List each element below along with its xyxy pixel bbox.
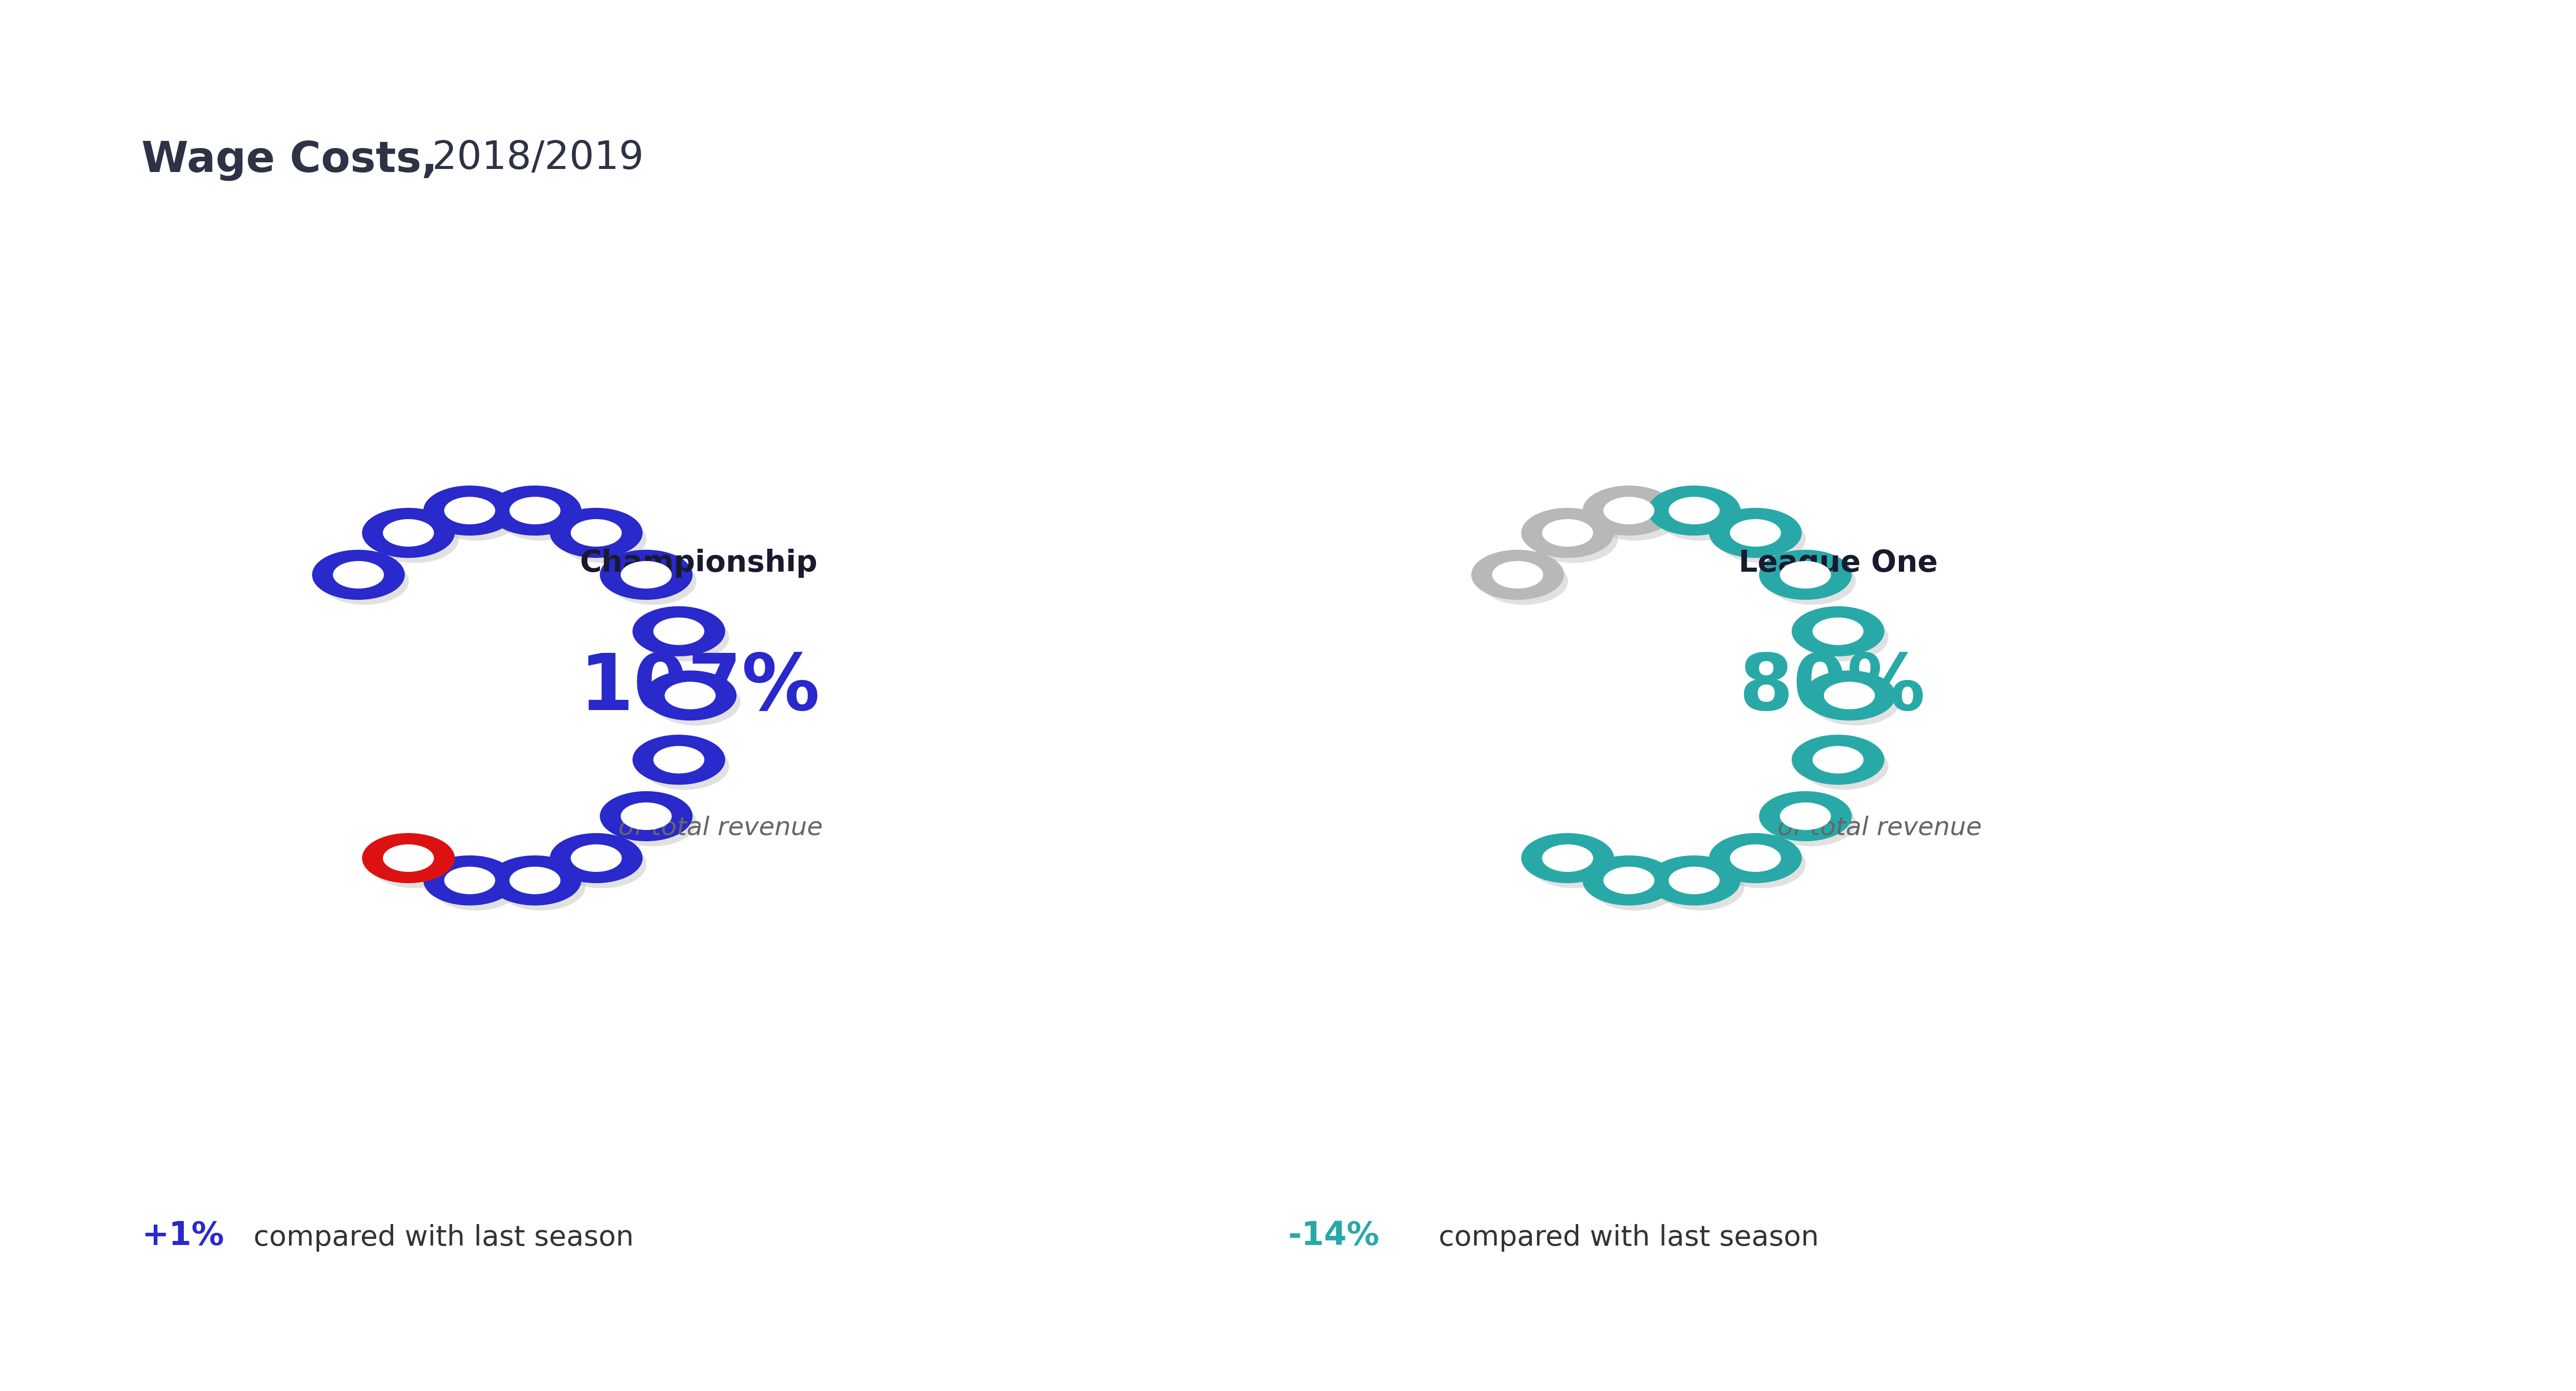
Circle shape [489, 485, 582, 536]
Circle shape [1824, 682, 1875, 709]
Circle shape [1530, 515, 1618, 563]
Circle shape [1718, 840, 1806, 889]
Circle shape [433, 862, 520, 911]
Text: 2018/2019: 2018/2019 [420, 139, 644, 177]
Circle shape [608, 798, 696, 846]
Circle shape [1731, 519, 1780, 547]
Circle shape [443, 867, 495, 894]
Circle shape [1656, 862, 1744, 911]
Circle shape [1731, 844, 1780, 872]
Circle shape [559, 840, 647, 889]
Circle shape [1471, 549, 1564, 600]
Circle shape [422, 855, 515, 906]
Circle shape [621, 803, 672, 830]
Circle shape [621, 561, 672, 588]
Circle shape [1592, 862, 1680, 911]
Circle shape [1492, 561, 1543, 588]
Circle shape [1814, 618, 1862, 645]
Circle shape [1582, 855, 1674, 906]
Circle shape [1669, 867, 1721, 894]
Circle shape [644, 670, 737, 721]
Circle shape [641, 613, 729, 661]
Circle shape [1793, 606, 1886, 657]
Text: 107%: 107% [580, 651, 819, 726]
Circle shape [1582, 485, 1674, 536]
Text: of total revenue: of total revenue [1777, 815, 1981, 840]
Text: 80%: 80% [1739, 651, 1924, 726]
Circle shape [1602, 867, 1654, 894]
Circle shape [510, 497, 562, 524]
Circle shape [1811, 677, 1899, 726]
Circle shape [497, 492, 585, 541]
Circle shape [1718, 515, 1806, 563]
Circle shape [549, 833, 641, 883]
Circle shape [1759, 549, 1852, 600]
Circle shape [608, 558, 696, 605]
Circle shape [654, 746, 703, 773]
Text: +1%: +1% [142, 1220, 224, 1252]
Circle shape [1708, 833, 1801, 883]
Circle shape [510, 867, 562, 894]
Circle shape [1592, 492, 1680, 541]
Circle shape [384, 519, 433, 547]
Circle shape [433, 492, 520, 541]
Circle shape [559, 515, 647, 563]
Circle shape [549, 508, 641, 558]
Circle shape [1543, 844, 1592, 872]
Circle shape [489, 855, 582, 906]
Circle shape [1801, 613, 1888, 661]
Text: of total revenue: of total revenue [618, 815, 822, 840]
Circle shape [319, 558, 410, 605]
Circle shape [1669, 497, 1721, 524]
Circle shape [422, 485, 515, 536]
Circle shape [443, 497, 495, 524]
Circle shape [1801, 743, 1888, 790]
Circle shape [371, 515, 459, 563]
Circle shape [1793, 734, 1886, 785]
Circle shape [1522, 833, 1615, 883]
Text: compared with last season: compared with last season [1430, 1224, 1819, 1252]
Circle shape [641, 743, 729, 790]
Text: League One: League One [1739, 549, 1937, 577]
Circle shape [1803, 670, 1896, 721]
Circle shape [1767, 798, 1855, 846]
Circle shape [634, 606, 726, 657]
Circle shape [497, 862, 585, 911]
Circle shape [312, 549, 404, 600]
Circle shape [665, 682, 716, 709]
Text: Wage Costs,: Wage Costs, [142, 139, 438, 181]
Circle shape [1602, 497, 1654, 524]
Circle shape [1522, 508, 1615, 558]
Circle shape [363, 508, 456, 558]
Circle shape [572, 519, 621, 547]
Text: compared with last season: compared with last season [245, 1224, 634, 1252]
Circle shape [1767, 558, 1855, 605]
Circle shape [1649, 485, 1741, 536]
Circle shape [384, 844, 433, 872]
Circle shape [332, 561, 384, 588]
Text: -14%: -14% [1288, 1220, 1381, 1252]
Circle shape [1814, 746, 1862, 773]
Circle shape [1530, 840, 1618, 889]
Text: Championship: Championship [580, 549, 817, 577]
Circle shape [1780, 803, 1832, 830]
Circle shape [654, 618, 703, 645]
Circle shape [371, 840, 459, 889]
Circle shape [634, 734, 726, 785]
Circle shape [600, 549, 693, 600]
Circle shape [600, 791, 693, 842]
Circle shape [1780, 561, 1832, 588]
Circle shape [572, 844, 621, 872]
Circle shape [363, 833, 456, 883]
Circle shape [1708, 508, 1801, 558]
Circle shape [1759, 791, 1852, 842]
Circle shape [1656, 492, 1744, 541]
Circle shape [1479, 558, 1569, 605]
Circle shape [1543, 519, 1592, 547]
Circle shape [1649, 855, 1741, 906]
Circle shape [652, 677, 739, 726]
